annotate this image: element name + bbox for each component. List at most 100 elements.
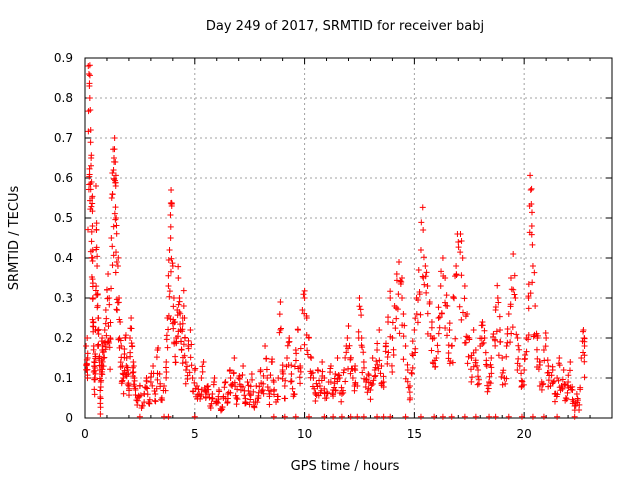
data-point	[175, 275, 182, 281]
data-point	[581, 352, 588, 359]
data-point	[94, 263, 101, 269]
data-point	[300, 291, 307, 298]
data-point	[241, 392, 248, 399]
data-point	[568, 386, 575, 393]
data-point	[393, 315, 400, 322]
data-point	[509, 324, 516, 331]
data-point	[465, 353, 472, 360]
data-point	[112, 204, 119, 211]
data-point	[183, 367, 190, 373]
data-point	[250, 388, 257, 395]
data-point	[240, 363, 247, 369]
data-point	[103, 332, 110, 339]
data-point	[247, 383, 254, 390]
data-point	[114, 263, 121, 269]
data-point	[99, 343, 106, 349]
data-point	[581, 335, 588, 342]
data-point	[101, 354, 108, 361]
data-point	[417, 413, 424, 420]
data-point	[149, 382, 156, 389]
data-point	[167, 212, 174, 219]
x-axis-label: GPS time / hours	[291, 459, 400, 474]
data-point	[89, 280, 96, 287]
data-point	[355, 328, 362, 335]
data-point	[537, 359, 544, 366]
data-point	[200, 359, 207, 365]
data-point	[227, 375, 234, 382]
data-point	[132, 387, 139, 393]
data-point	[88, 228, 95, 235]
data-point	[162, 387, 169, 394]
data-point	[470, 363, 477, 370]
data-point	[244, 379, 251, 385]
data-point	[94, 327, 101, 334]
data-point	[291, 391, 298, 398]
data-point	[91, 391, 98, 398]
data-point	[93, 226, 100, 233]
data-point	[266, 401, 273, 408]
data-point	[309, 369, 316, 376]
data-point	[351, 387, 358, 394]
data-point	[263, 366, 270, 373]
data-point	[281, 383, 288, 389]
data-point	[89, 193, 96, 200]
data-point	[469, 374, 476, 381]
data-point	[389, 319, 396, 326]
data-point	[253, 383, 260, 389]
data-point	[311, 385, 318, 392]
data-point	[88, 238, 95, 245]
data-point	[449, 342, 456, 349]
data-point	[312, 391, 319, 397]
data-point	[549, 367, 556, 373]
data-point	[107, 366, 114, 373]
data-point	[297, 380, 304, 387]
data-point	[528, 200, 535, 207]
data-point	[150, 363, 157, 369]
data-point	[516, 363, 523, 369]
data-point	[96, 353, 103, 360]
data-point	[334, 355, 341, 361]
data-point	[540, 413, 547, 420]
data-point	[451, 295, 458, 302]
data-point	[165, 283, 172, 289]
data-point	[394, 306, 401, 313]
data-point	[93, 220, 100, 227]
data-point	[181, 315, 188, 322]
x-tick-label: 15	[407, 427, 422, 441]
data-point	[94, 291, 101, 297]
data-point	[507, 301, 514, 308]
data-point	[336, 375, 343, 381]
data-point	[374, 361, 381, 368]
data-point	[368, 382, 375, 389]
data-point	[103, 315, 110, 322]
data-point	[512, 295, 519, 301]
data-point	[472, 347, 479, 353]
data-point	[84, 350, 91, 357]
data-point	[214, 399, 221, 406]
data-point	[310, 375, 317, 381]
data-point	[130, 359, 137, 365]
data-point	[188, 362, 195, 369]
data-point	[347, 370, 354, 377]
data-point	[163, 369, 170, 376]
data-point	[554, 413, 561, 420]
data-point	[130, 362, 137, 369]
data-point	[347, 413, 354, 420]
data-point	[153, 385, 160, 392]
data-point	[371, 373, 378, 380]
data-point	[496, 313, 503, 320]
data-point	[172, 353, 179, 360]
data-point	[528, 209, 535, 216]
data-point	[89, 208, 96, 215]
data-point	[338, 413, 345, 420]
data-point	[294, 327, 301, 333]
data-point	[87, 186, 94, 193]
data-point	[431, 335, 438, 341]
data-point	[390, 352, 397, 359]
data-point	[494, 295, 501, 301]
data-point	[364, 389, 371, 396]
data-points	[83, 62, 588, 420]
data-point	[93, 283, 100, 290]
data-point	[527, 187, 534, 193]
